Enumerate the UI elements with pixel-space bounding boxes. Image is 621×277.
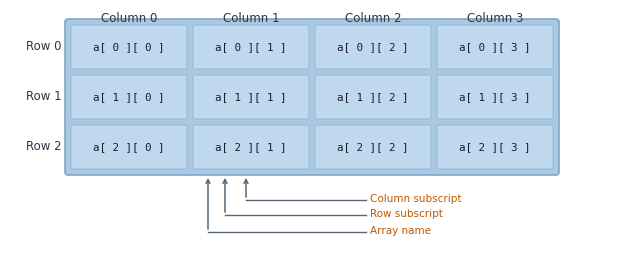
Text: Column 3: Column 3 xyxy=(467,12,523,25)
Text: a[ 2 ][ 2 ]: a[ 2 ][ 2 ] xyxy=(337,142,409,152)
FancyBboxPatch shape xyxy=(193,125,309,169)
Text: a[ 1 ][ 0 ]: a[ 1 ][ 0 ] xyxy=(93,92,165,102)
FancyBboxPatch shape xyxy=(437,75,553,119)
FancyBboxPatch shape xyxy=(71,25,187,69)
Text: Column 2: Column 2 xyxy=(345,12,401,25)
FancyBboxPatch shape xyxy=(437,125,553,169)
Text: Row 0: Row 0 xyxy=(27,40,62,53)
Text: a[ 2 ][ 3 ]: a[ 2 ][ 3 ] xyxy=(460,142,531,152)
Text: a[ 1 ][ 2 ]: a[ 1 ][ 2 ] xyxy=(337,92,409,102)
Text: a[ 0 ][ 1 ]: a[ 0 ][ 1 ] xyxy=(215,42,287,52)
FancyBboxPatch shape xyxy=(437,25,553,69)
Text: a[ 2 ][ 0 ]: a[ 2 ][ 0 ] xyxy=(93,142,165,152)
FancyBboxPatch shape xyxy=(71,125,187,169)
Text: a[ 0 ][ 2 ]: a[ 0 ][ 2 ] xyxy=(337,42,409,52)
FancyBboxPatch shape xyxy=(315,25,431,69)
FancyBboxPatch shape xyxy=(193,25,309,69)
Text: a[ 1 ][ 1 ]: a[ 1 ][ 1 ] xyxy=(215,92,287,102)
Text: Column 1: Column 1 xyxy=(223,12,279,25)
FancyBboxPatch shape xyxy=(65,19,559,175)
Text: a[ 0 ][ 3 ]: a[ 0 ][ 3 ] xyxy=(460,42,531,52)
Text: Row 1: Row 1 xyxy=(26,91,62,104)
FancyBboxPatch shape xyxy=(193,75,309,119)
Text: Row 2: Row 2 xyxy=(26,140,62,153)
FancyBboxPatch shape xyxy=(71,75,187,119)
Text: Column 0: Column 0 xyxy=(101,12,157,25)
FancyBboxPatch shape xyxy=(315,125,431,169)
Text: a[ 0 ][ 0 ]: a[ 0 ][ 0 ] xyxy=(93,42,165,52)
FancyBboxPatch shape xyxy=(315,75,431,119)
Text: a[ 2 ][ 1 ]: a[ 2 ][ 1 ] xyxy=(215,142,287,152)
Text: a[ 1 ][ 3 ]: a[ 1 ][ 3 ] xyxy=(460,92,531,102)
Text: Row subscript: Row subscript xyxy=(370,209,443,219)
Text: Array name: Array name xyxy=(370,226,431,236)
Text: Column subscript: Column subscript xyxy=(370,194,461,204)
